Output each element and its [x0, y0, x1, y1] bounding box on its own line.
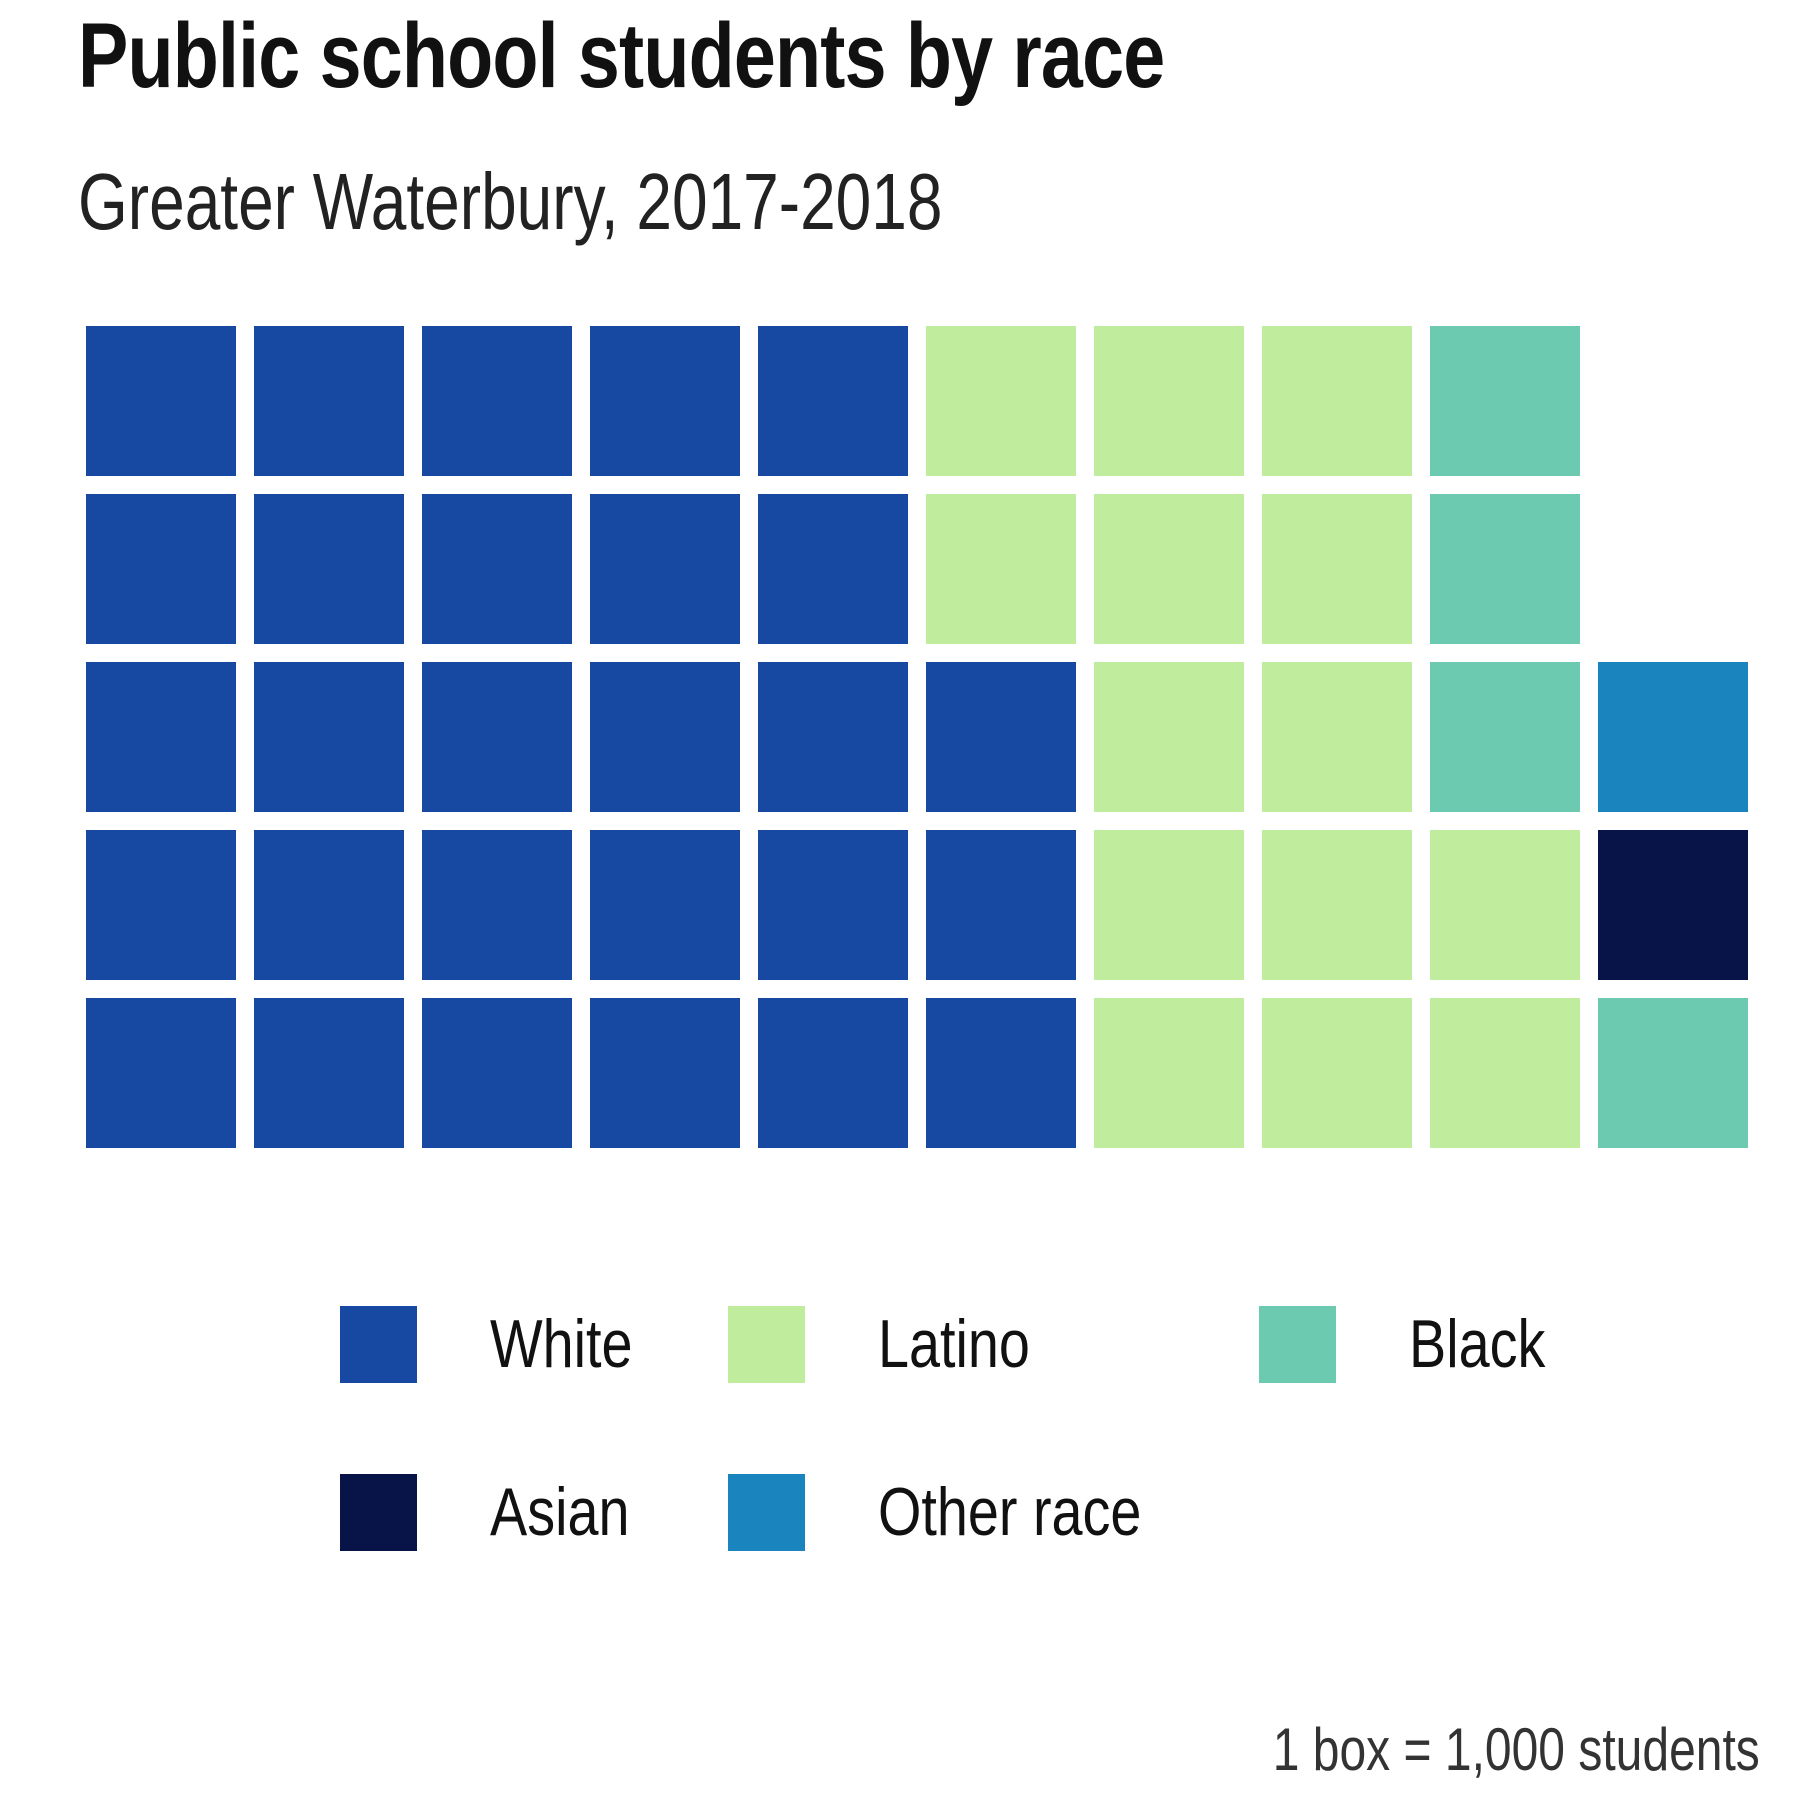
waffle-box-black	[1430, 326, 1580, 476]
waffle-box-latino	[1094, 830, 1244, 980]
waffle-box-white	[254, 830, 404, 980]
waffle-box-latino	[1430, 998, 1580, 1148]
waffle-box-white	[590, 830, 740, 980]
waffle-box-other-race	[1598, 662, 1748, 812]
waffle-box-white	[590, 494, 740, 644]
waffle-box-white	[926, 662, 1076, 812]
waffle-box-white	[86, 494, 236, 644]
waffle-box-white	[86, 830, 236, 980]
waffle-box-latino	[1262, 662, 1412, 812]
chart-title: Public school students by race	[78, 5, 1165, 107]
legend-swatch-white	[340, 1306, 417, 1383]
legend-swatch-latino	[728, 1306, 805, 1383]
legend-swatch-other-race	[728, 1474, 805, 1551]
waffle-box-white	[590, 998, 740, 1148]
legend-label-white: White	[490, 1306, 633, 1382]
chart-subtitle: Greater Waterbury, 2017-2018	[78, 157, 943, 246]
waffle-box-latino	[1262, 494, 1412, 644]
waffle-box-white	[254, 326, 404, 476]
legend-label-asian: Asian	[490, 1474, 630, 1550]
legend-label-other-race: Other race	[878, 1474, 1142, 1550]
waffle-box-black	[1598, 998, 1748, 1148]
waffle-box-white	[422, 662, 572, 812]
legend-swatch-asian	[340, 1474, 417, 1551]
waffle-box-latino	[926, 326, 1076, 476]
waffle-chart	[86, 326, 1748, 1148]
waffle-box-white	[86, 998, 236, 1148]
waffle-box-white	[758, 326, 908, 476]
waffle-box-black	[1430, 662, 1580, 812]
waffle-box-white	[590, 326, 740, 476]
legend-label-black: Black	[1409, 1306, 1546, 1382]
waffle-box-white	[86, 662, 236, 812]
waffle-box-latino	[1094, 326, 1244, 476]
waffle-box-latino	[1094, 998, 1244, 1148]
waffle-box-white	[254, 662, 404, 812]
waffle-box-white	[758, 830, 908, 980]
waffle-box-white	[86, 326, 236, 476]
waffle-box-white	[254, 494, 404, 644]
waffle-box-white	[590, 662, 740, 812]
waffle-box-latino	[926, 494, 1076, 644]
waffle-box-white	[926, 830, 1076, 980]
waffle-box-latino	[1094, 662, 1244, 812]
waffle-box-white	[254, 998, 404, 1148]
waffle-box-latino	[1262, 830, 1412, 980]
waffle-box-black	[1430, 494, 1580, 644]
waffle-box-latino	[1094, 494, 1244, 644]
waffle-box-white	[422, 998, 572, 1148]
legend-swatch-black	[1259, 1306, 1336, 1383]
waffle-box-white	[422, 326, 572, 476]
waffle-box-white	[422, 494, 572, 644]
waffle-box-white	[758, 662, 908, 812]
chart-caption: 1 box = 1,000 students	[1272, 1716, 1760, 1783]
waffle-box-latino	[1430, 830, 1580, 980]
waffle-box-white	[758, 998, 908, 1148]
waffle-box-latino	[1262, 998, 1412, 1148]
waffle-box-latino	[1262, 326, 1412, 476]
waffle-box-white	[422, 830, 572, 980]
waffle-box-white	[758, 494, 908, 644]
legend-label-latino: Latino	[878, 1306, 1030, 1382]
waffle-box-asian	[1598, 830, 1748, 980]
waffle-box-white	[926, 998, 1076, 1148]
